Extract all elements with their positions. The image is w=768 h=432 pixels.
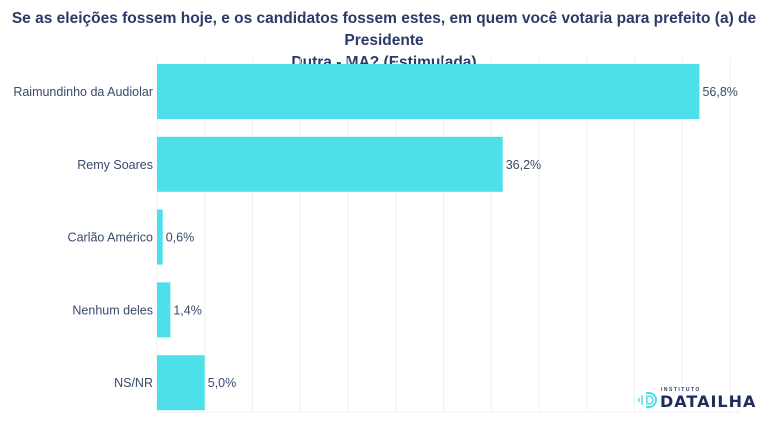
chart-title-line-1: Se as eleições fossem hoje, e os candida… [11, 10, 757, 49]
value-label: 36,2% [506, 158, 541, 172]
logo-big-text: DATAILHA [660, 392, 757, 411]
datailha-logo: INSTITUTO DATAILHA [637, 386, 755, 412]
value-labels: 56,8% 36,2% 0,6% 1,4% 5,0% [166, 85, 738, 390]
category-label: Raimundinho da Audiolar [13, 85, 153, 99]
category-labels: Raimundinho da Audiolar Remy Soares Carlão… [13, 85, 153, 390]
value-label: 56,8% [702, 85, 737, 99]
bar [157, 282, 171, 338]
logo-small-text: INSTITUTO [661, 387, 701, 393]
category-label: NS/NR [114, 376, 153, 390]
category-label: Nenhum deles [72, 303, 153, 317]
category-label: Remy Soares [77, 158, 153, 172]
value-label: 5,0% [208, 376, 237, 390]
bar [157, 209, 163, 265]
sound-wave-d-icon [638, 392, 657, 408]
category-label: Carlão Américo [68, 231, 153, 245]
value-label: 0,6% [166, 231, 195, 245]
bar [157, 136, 503, 192]
bar [157, 64, 700, 119]
bars [157, 64, 700, 411]
bar [157, 355, 205, 411]
value-label: 1,4% [173, 303, 202, 317]
